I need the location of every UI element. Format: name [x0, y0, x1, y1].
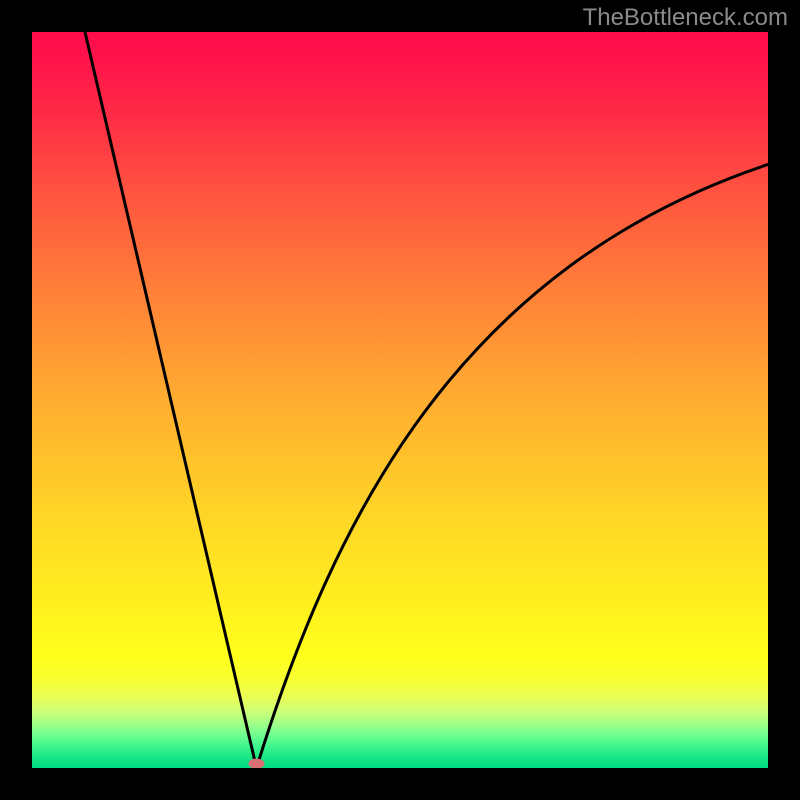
chart-canvas: TheBottleneck.com	[0, 0, 800, 800]
gradient-background	[32, 32, 768, 768]
watermark-text: TheBottleneck.com	[583, 4, 788, 32]
bottleneck-chart	[32, 32, 768, 768]
